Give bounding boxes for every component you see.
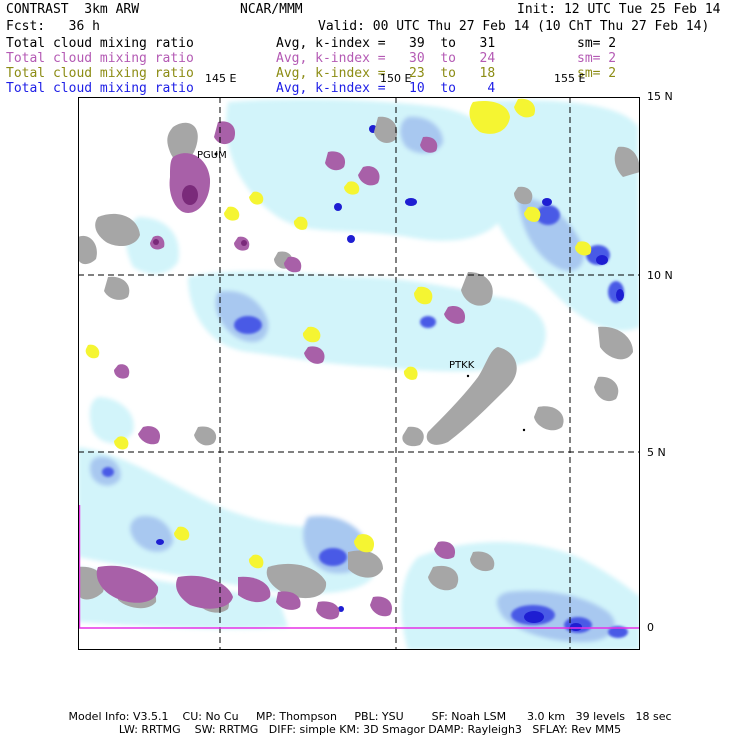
legend-range-1: Avg, k-index = 39 to 31 [276,36,496,51]
legend-field-4: Total cloud mixing ratio [6,81,194,96]
lat-label-10n: 10 N [647,269,673,282]
init-time: Init: 12 UTC Tue 25 Feb 14 [517,2,721,17]
lon-label-145e: 145 E [205,72,237,85]
lat-label-15n: 15 N [647,90,673,103]
map-frame [78,97,640,650]
legend-range-2: Avg, k-index = 30 to 24 [276,51,496,66]
equator-line [78,505,640,629]
forecast-hour: Fcst: 36 h [6,19,100,34]
upper-level-layer [85,98,592,569]
lon-label-150e: 150 E [380,72,412,85]
station-label-ptkk: PTKK [449,360,475,371]
lat-label-5n: 5 N [647,446,666,459]
mid-level-dark-layer [153,185,247,246]
cloud-core-layer [156,125,624,631]
legend-range-4: Avg, k-index = 10 to 4 [276,81,496,96]
valid-time: Valid: 00 UTC Thu 27 Feb 14 (10 ChT Thu … [318,19,710,34]
legend-sm-2: sm= 2 [577,51,617,66]
model-source: NCAR/MMM [240,2,303,17]
lon-label-155e: 155 E [554,72,586,85]
lat-label-0: 0 [647,621,654,634]
legend-range-3: Avg, k-index = 23 to 18 [276,66,496,81]
mid-level-layer [96,121,466,620]
legend-field-3: Total cloud mixing ratio [6,66,194,81]
model-title: CONTRAST 3km ARW [6,2,140,17]
legend-field-1: Total cloud mixing ratio [6,36,194,51]
station-label-pgum: PGUM [197,150,227,161]
legend-sm-1: sm= 2 [577,36,617,51]
legend-field-2: Total cloud mixing ratio [6,51,194,66]
footer-physics-info: LW: RRTMG SW: RRTMG DIFF: simple KM: 3D … [118,723,622,736]
legend-sm-3: sm= 2 [577,66,617,81]
footer-model-info: Model Info: V3.5.1 CU: No Cu MP: Thompso… [68,710,672,723]
station-markers [214,152,526,432]
forecast-map [78,97,640,650]
